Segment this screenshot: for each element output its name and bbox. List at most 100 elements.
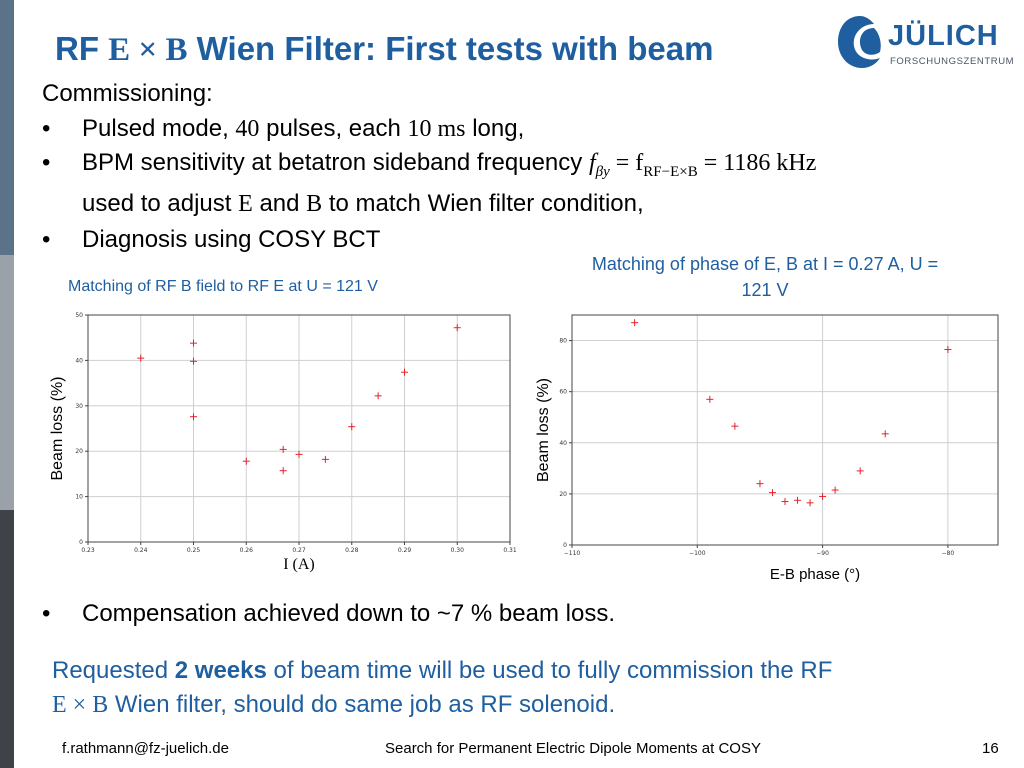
text-span: used to adjust bbox=[82, 190, 239, 217]
data-point bbox=[190, 339, 197, 347]
logo-name: JÜLICH bbox=[888, 20, 999, 52]
data-point bbox=[190, 357, 197, 365]
plot-border bbox=[87, 314, 511, 543]
x-tick-label: −100 bbox=[689, 550, 706, 557]
data-point bbox=[856, 467, 864, 475]
sidebar-block-bottom bbox=[0, 510, 14, 768]
bullet-bpm-line1: BPM sensitivity at betatron sideband fre… bbox=[82, 149, 816, 181]
footer-center: Search for Permanent Electric Dipole Mom… bbox=[385, 740, 761, 757]
text-span: Requested bbox=[52, 657, 175, 684]
juelich-logo: JÜLICH FORSCHUNGSZENTRUM bbox=[836, 14, 1014, 74]
y-tick-label: 20 bbox=[559, 491, 567, 498]
x-tick-label: 0.23 bbox=[81, 547, 95, 554]
x-tick-label: −110 bbox=[564, 550, 581, 557]
chart-beam-loss-vs-phase: −110 −100 −90 −80 0 20 40 60 80 Beam loss (%) E-B … bbox=[535, 314, 999, 583]
math-span: 10 ms bbox=[407, 116, 466, 142]
text-span: Pulsed mode, bbox=[82, 115, 236, 142]
y-tick-label: 0 bbox=[563, 542, 567, 549]
data-point bbox=[279, 445, 287, 453]
text-span: to match Wien filter condition, bbox=[322, 190, 644, 217]
y-tick-label: 0 bbox=[79, 539, 83, 546]
bullet-dot: • bbox=[42, 226, 51, 253]
chart-beam-loss-vs-current: 0.23 0.24 0.25 0.26 0.27 0.28 0.29 0.30 0.31 0 10 2… bbox=[49, 312, 517, 573]
x-tick-label: −80 bbox=[942, 550, 955, 557]
data-point bbox=[731, 422, 739, 430]
bullet-dot: • bbox=[42, 149, 51, 176]
data-point bbox=[631, 319, 639, 327]
data-point bbox=[768, 489, 776, 497]
data-point bbox=[819, 492, 827, 500]
plot-frame bbox=[571, 314, 999, 546]
x-tick-label: 0.31 bbox=[503, 547, 517, 554]
title-prefix: RF bbox=[55, 30, 99, 67]
y-tick-label: 40 bbox=[75, 357, 83, 364]
slide-title: RF E × B Wien Filter: First tests with b… bbox=[55, 30, 713, 69]
math-span: f bbox=[588, 150, 596, 176]
data-point bbox=[374, 392, 382, 400]
sidebar-block-top bbox=[0, 0, 14, 255]
title-math: E × B bbox=[108, 32, 188, 68]
sidebar-block-middle bbox=[0, 255, 14, 510]
text-span: and bbox=[252, 190, 307, 217]
math-span: B bbox=[306, 191, 323, 217]
data-point bbox=[831, 486, 839, 494]
x-tick-label: 0.24 bbox=[134, 547, 148, 554]
footer-email: f.rathmann@fz-juelich.de bbox=[62, 740, 229, 757]
text-span: Wien filter, should do same job as RF so… bbox=[108, 691, 616, 718]
x-tick-label: 0.30 bbox=[451, 547, 465, 554]
x-tick-label: 0.25 bbox=[187, 547, 201, 554]
y-tick-label: 30 bbox=[75, 403, 83, 410]
data-point bbox=[781, 498, 789, 506]
y-tick-label: 50 bbox=[75, 312, 83, 319]
requested-statement: Requested 2 weeks of beam time will be u… bbox=[52, 654, 992, 722]
y-tick-label: 60 bbox=[559, 389, 567, 396]
juelich-logo-icon bbox=[838, 16, 881, 68]
data-point bbox=[806, 499, 814, 507]
y-tick-label: 40 bbox=[559, 440, 567, 447]
x-tick-label: 0.29 bbox=[398, 547, 412, 554]
data-point bbox=[279, 467, 287, 475]
bold-span: 2 weeks bbox=[174, 657, 267, 684]
data-point bbox=[944, 346, 952, 353]
data-point bbox=[242, 457, 250, 465]
y-tick-label: 10 bbox=[75, 494, 83, 501]
x-tick-label: −90 bbox=[816, 550, 829, 557]
text-span: BPM sensitivity at betatron sideband fre… bbox=[82, 149, 589, 176]
chart2-title: Matching of phase of E, B at I = 0.27 A,… bbox=[591, 254, 939, 300]
x-axis-label: E-B phase (°) bbox=[770, 566, 860, 583]
bullet-dot: • bbox=[42, 600, 51, 627]
bullet-bpm-line2: used to adjust E and B to match Wien fil… bbox=[82, 190, 644, 218]
math-span: = f bbox=[609, 150, 644, 176]
plot-border bbox=[571, 314, 999, 546]
x-axis-label: I (A) bbox=[283, 556, 315, 573]
math-span: E bbox=[238, 191, 253, 217]
math-span: = 1186 kHz bbox=[697, 150, 817, 176]
data-point bbox=[756, 480, 764, 488]
chart1-title: Matching of RF B field to RF E at U = 12… bbox=[68, 278, 378, 295]
data-point bbox=[453, 324, 461, 332]
y-axis-label: Beam loss (%) bbox=[49, 376, 66, 480]
math-sub: RF−E×B bbox=[643, 163, 698, 180]
commissioning-heading: Commissioning: bbox=[42, 80, 213, 107]
x-tick-label: 0.27 bbox=[292, 547, 306, 554]
data-point bbox=[137, 354, 145, 362]
data-point bbox=[295, 450, 303, 458]
text-span: pulses, each bbox=[259, 115, 408, 142]
data-point bbox=[794, 496, 802, 504]
math-sub: βy bbox=[595, 163, 610, 180]
math-span: E × B bbox=[52, 692, 109, 718]
data-point bbox=[321, 455, 329, 463]
data-point bbox=[401, 368, 408, 376]
sidebar-decoration bbox=[0, 0, 14, 768]
bullet-diagnosis: Diagnosis using COSY BCT bbox=[82, 226, 381, 253]
text-span: long, bbox=[465, 115, 525, 142]
bullet-compensation: Compensation achieved down to ~7 % beam … bbox=[82, 600, 615, 627]
data-point bbox=[706, 395, 714, 403]
logo-subtitle: FORSCHUNGSZENTRUM bbox=[890, 56, 1015, 67]
title-suffix: Wien Filter: First tests with beam bbox=[196, 30, 714, 67]
y-tick-label: 80 bbox=[559, 338, 567, 345]
footer-page-number: 16 bbox=[982, 740, 999, 757]
x-tick-label: 0.26 bbox=[240, 547, 254, 554]
y-axis-label: Beam loss (%) bbox=[535, 378, 552, 482]
text-span: of beam time will be used to fully commi… bbox=[266, 657, 833, 684]
